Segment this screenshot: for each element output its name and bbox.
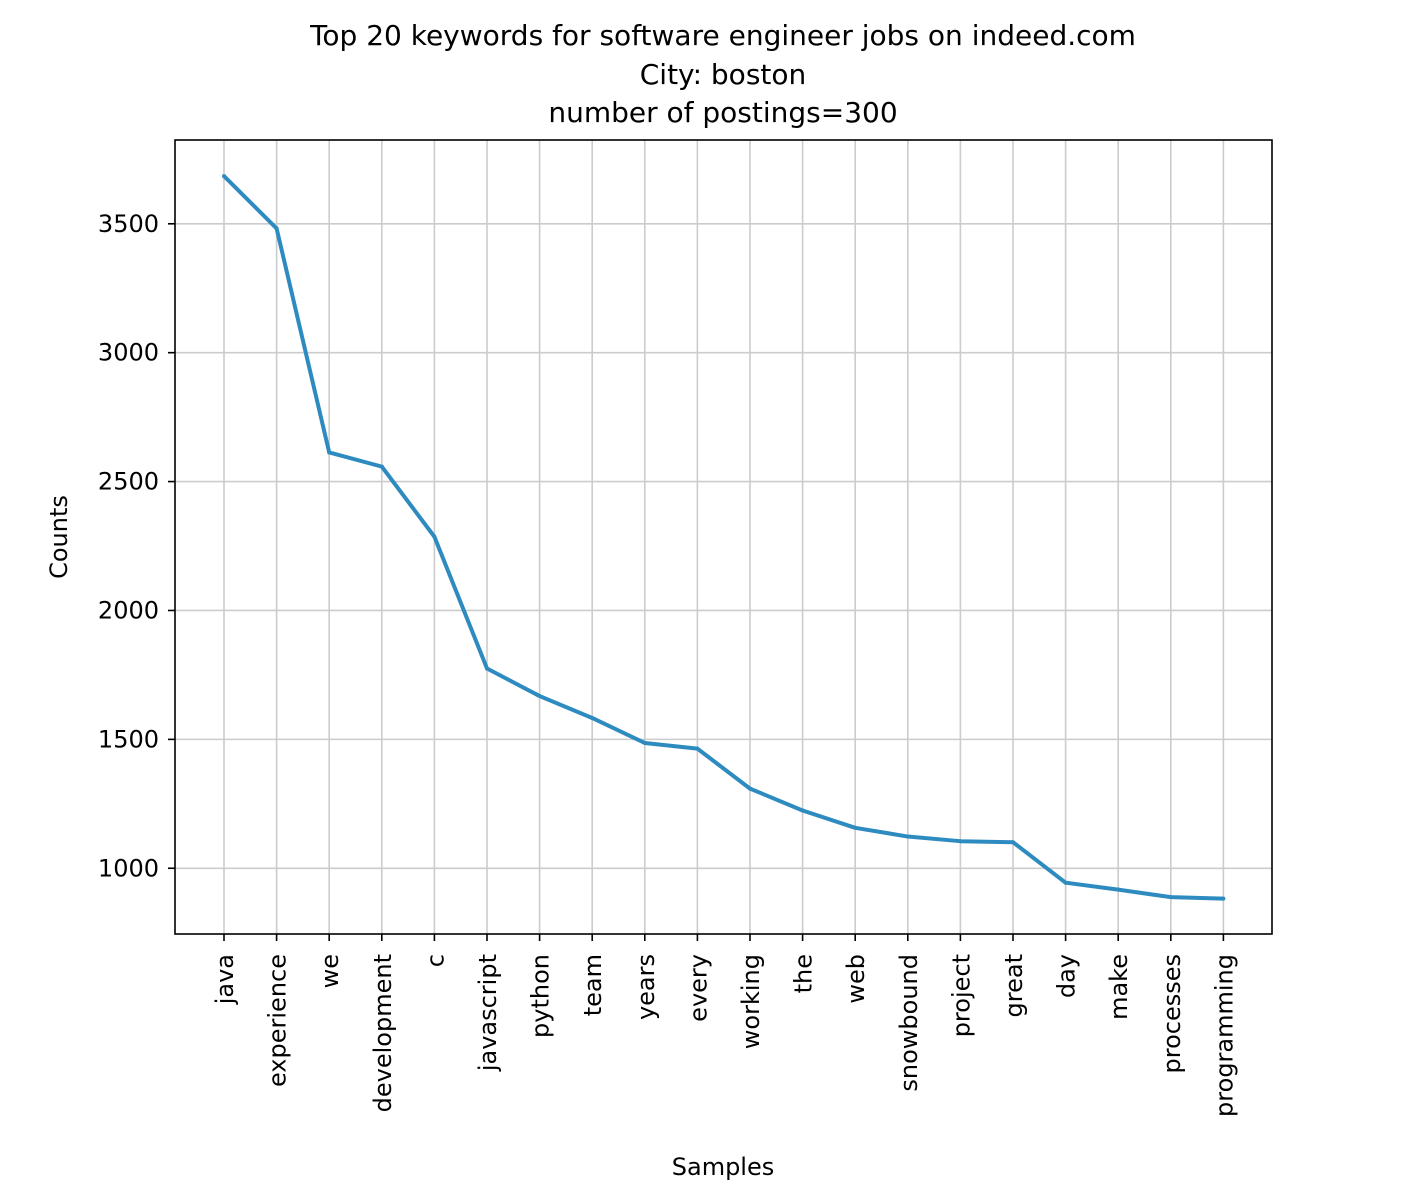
title-line-1: Top 20 keywords for software engineer jo… (309, 19, 1136, 52)
data-points (222, 174, 1226, 901)
data-point-java (222, 174, 226, 179)
data-point-experience (274, 226, 279, 231)
data-point-every (695, 746, 700, 751)
grid-lines (175, 140, 1272, 934)
data-point-development (379, 464, 384, 469)
y-axis-label: Counts (45, 495, 73, 579)
data-point-working (748, 786, 752, 791)
data-point-team (590, 715, 595, 720)
x-tick-label: day (1053, 954, 1081, 998)
y-tick-label: 1000 (98, 854, 159, 882)
series-line (222, 174, 1224, 901)
x-tick-label: web (842, 954, 870, 1004)
data-point-project (958, 839, 963, 844)
x-tick-label: the (790, 954, 818, 993)
x-axis-label: Samples (672, 1153, 775, 1181)
data-point-years (642, 740, 647, 745)
x-tick-label: team (579, 954, 607, 1016)
title-line-2: City: boston (640, 58, 807, 91)
plot-frame (174, 139, 1273, 935)
data-point-great (1011, 840, 1015, 845)
data-point-web (853, 825, 858, 830)
x-axis: java experience we development c javascript py… (211, 934, 1238, 1117)
x-tick-label: years (632, 954, 660, 1020)
data-point-we (327, 450, 332, 455)
x-tick-label: snowbound (895, 954, 923, 1092)
y-tick-label: 2500 (98, 468, 159, 496)
data-point-snowbound (905, 834, 910, 839)
data-point-javascript (485, 666, 489, 671)
y-tick-label: 3500 (98, 210, 159, 238)
y-tick-label: 3000 (98, 339, 159, 367)
data-point-programming (1221, 896, 1226, 901)
data-point-c (432, 534, 437, 539)
data-point-processes (1168, 895, 1173, 900)
title-line-3: number of postings=300 (548, 96, 897, 129)
y-axis: 1000 1500 2000 2500 3000 3500 (98, 210, 175, 882)
x-tick-label: processes (1158, 954, 1186, 1074)
x-tick-label: programming (1210, 954, 1238, 1117)
data-point-make (1116, 887, 1121, 892)
data-point-the (800, 808, 805, 813)
x-tick-label: every (684, 954, 712, 1022)
x-tick-label: we (316, 954, 344, 988)
x-tick-label: python (527, 954, 555, 1038)
data-point-python (537, 694, 542, 699)
x-tick-label: experience (264, 954, 292, 1087)
chart-title: Top 20 keywords for software engineer jo… (309, 19, 1136, 129)
y-tick-label: 2000 (98, 596, 159, 624)
x-tick-label: great (1000, 954, 1028, 1017)
x-tick-label: javascript (474, 954, 502, 1072)
x-tick-label: project (947, 954, 975, 1037)
y-tick-label: 1500 (98, 725, 159, 753)
x-tick-label: c (421, 954, 449, 967)
x-tick-label: working (737, 954, 765, 1049)
x-tick-label: java (211, 954, 239, 1005)
x-tick-label: make (1105, 954, 1133, 1020)
x-tick-label: development (369, 954, 397, 1112)
data-point-day (1063, 880, 1068, 885)
